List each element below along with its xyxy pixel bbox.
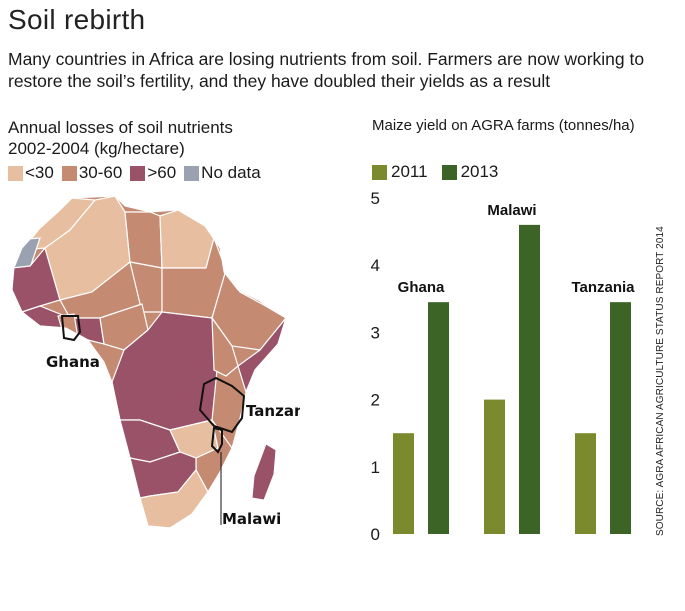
map-legend-label-high: >60 <box>147 163 177 182</box>
bar-2011-ghana <box>393 433 414 534</box>
map-legend-swatch-nodata <box>184 165 200 181</box>
chart-legend-item-2013: 2013 <box>441 162 499 182</box>
map-legend-item-mid: 30-60 <box>61 163 123 183</box>
map-legend-label-low: <30 <box>25 163 54 182</box>
y-tick-label: 1 <box>371 458 380 477</box>
africa-map: Ghana Tanzania Malawi <box>11 195 300 529</box>
bar-2013-tanzania <box>610 302 631 534</box>
tanzania-outline <box>198 376 246 434</box>
map-title: Annual losses of soil nutrients 2002-200… <box>8 117 308 159</box>
map-label-ghana: Ghana <box>46 353 100 371</box>
source-text: SOURCE: AGRA AFRICAN AGRICULTURE STATUS … <box>655 226 666 536</box>
map-legend-item-nodata: No data <box>184 163 261 183</box>
map-legend-label-nodata: No data <box>201 163 261 182</box>
madagascar-shape <box>251 443 277 501</box>
chart-legend-label-2013: 2013 <box>460 162 499 181</box>
bar-2013-ghana <box>428 302 449 534</box>
bar-2013-malawi <box>519 224 540 534</box>
chart-legend: 2011 2013 <box>372 162 512 182</box>
map-legend-item-high: >60 <box>130 163 176 183</box>
chart-legend-swatch-2013 <box>441 164 457 180</box>
source-note: SOURCE: AGRA AFRICAN AGRICULTURE STATUS … <box>655 226 675 536</box>
maize-yield-chart: 0 1 2 3 4 5 Ghana Malawi Tanzania <box>371 189 636 544</box>
category-label-tanzania: Tanzania <box>571 279 635 296</box>
map-legend-label-mid: 30-60 <box>78 163 123 182</box>
map-title-line1: Annual losses of soil nutrients <box>8 118 233 137</box>
y-tick-label: 0 <box>371 525 380 544</box>
chart-legend-item-2011: 2011 <box>372 162 428 182</box>
map-label-malawi: Malawi <box>222 510 281 528</box>
ghana-outline <box>60 315 82 342</box>
y-tick-label: 4 <box>371 256 380 275</box>
map-legend-swatch-mid <box>61 165 77 181</box>
chart-legend-swatch-2011 <box>372 164 387 180</box>
bar-2011-malawi <box>484 399 505 534</box>
map-label-tanzania: Tanzania <box>246 402 300 420</box>
page-title: Soil rebirth <box>8 4 146 35</box>
chart-title: Maize yield on AGRA farms (tonnes/ha) <box>372 117 635 134</box>
chart-legend-label-2011: 2011 <box>391 162 428 181</box>
map-legend-swatch-low <box>8 165 23 181</box>
y-tick-label: 5 <box>371 189 380 208</box>
map-legend: <30 30-60 >60 No data <box>8 163 269 183</box>
y-tick-label: 3 <box>371 323 380 342</box>
map-legend-item-low: <30 <box>8 163 54 183</box>
category-label-malawi: Malawi <box>487 202 536 219</box>
category-label-ghana: Ghana <box>398 279 445 296</box>
map-title-line2: 2002-2004 (kg/hectare) <box>8 139 185 158</box>
bar-2011-tanzania <box>575 433 596 534</box>
map-legend-swatch-high <box>130 165 146 181</box>
page-subtitle: Many countries in Africa are losing nutr… <box>8 49 645 91</box>
malawi-outline <box>210 426 223 454</box>
y-tick-label: 2 <box>371 391 380 410</box>
